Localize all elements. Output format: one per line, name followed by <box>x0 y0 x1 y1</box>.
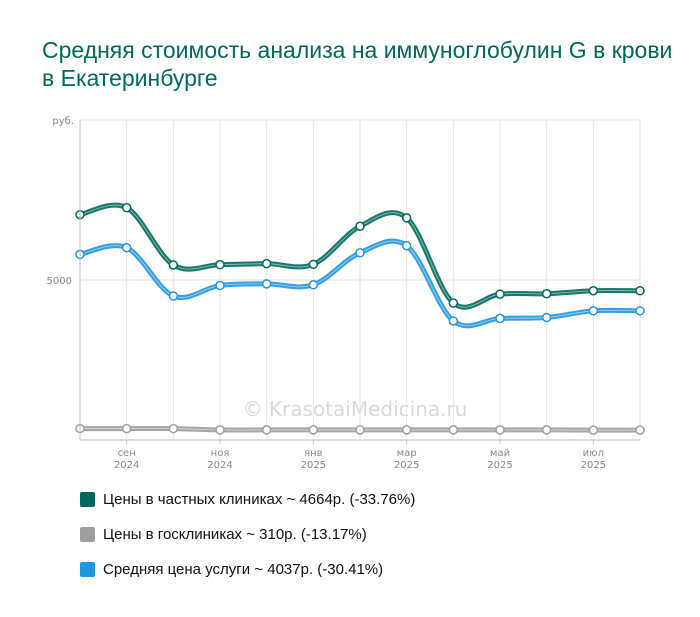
x-tick-label-year: 2024 <box>114 460 139 471</box>
data-point-private <box>635 286 645 296</box>
line-chart: © KrasotaiMedicina.ru руб.5000сен2024ноя… <box>47 116 645 471</box>
watermark: © KrasotaiMedicina.ru <box>243 397 468 421</box>
legend-item-private[interactable]: Цены в частных клиниках ~ 4664р. (-33.76… <box>80 482 415 517</box>
data-point-average <box>215 280 225 291</box>
legend-swatch-public <box>80 527 95 542</box>
chart-grid <box>79 119 641 440</box>
data-point-average <box>355 248 365 258</box>
data-point-public <box>168 423 179 434</box>
data-point-public <box>588 425 599 435</box>
data-point-average <box>541 312 552 323</box>
data-point-private <box>168 260 179 270</box>
data-point-private <box>495 289 505 299</box>
x-tick-label-year: 2025 <box>487 460 512 471</box>
y-tick-label: 5000 <box>47 276 72 287</box>
data-point-average <box>308 280 319 290</box>
chart-title: Средняя стоимость анализа на иммуноглобу… <box>42 37 673 91</box>
data-point-average <box>588 306 599 316</box>
data-point-average <box>635 306 645 316</box>
data-point-private <box>588 286 599 296</box>
x-tick-label-year: 2025 <box>394 460 419 471</box>
data-point-average <box>261 279 272 289</box>
x-tick-label-month: июл <box>583 448 604 459</box>
data-point-public <box>355 425 365 435</box>
data-point-public <box>541 425 552 435</box>
data-point-private <box>261 258 272 269</box>
data-point-public <box>495 425 505 435</box>
legend-swatch-average <box>80 562 95 577</box>
data-point-public <box>121 423 132 434</box>
x-tick-label-month: мар <box>397 448 417 459</box>
legend-swatch-private <box>80 492 95 507</box>
x-tick-label-month: ноя <box>211 448 230 459</box>
legend-label-private: Цены в частных клиниках ~ 4664р. (-33.76… <box>103 491 416 508</box>
series-layer <box>75 202 645 435</box>
data-point-average <box>495 313 505 324</box>
data-point-average <box>448 316 459 326</box>
data-point-private <box>541 289 552 299</box>
data-point-private <box>448 298 459 308</box>
data-point-average <box>168 291 179 301</box>
y-unit-label: руб. <box>52 116 74 127</box>
legend-label-public: Цены в госклиниках ~ 310р. (-13.17%) <box>103 526 367 543</box>
x-tick-label-month: сен <box>118 448 136 459</box>
data-point-private <box>215 259 225 270</box>
x-tick-label-month: май <box>490 448 510 459</box>
data-point-private <box>355 221 365 231</box>
data-point-public <box>401 425 412 435</box>
legend-item-public[interactable]: Цены в госклиниках ~ 310р. (-13.17%) <box>80 517 415 552</box>
data-point-private <box>401 213 412 223</box>
x-tick-label-year: 2024 <box>207 460 232 471</box>
data-point-private <box>308 259 319 270</box>
legend: Цены в частных клиниках ~ 4664р. (-33.76… <box>80 482 415 587</box>
data-point-public <box>308 425 319 435</box>
data-point-public <box>215 425 225 435</box>
x-tick-label-year: 2025 <box>301 460 326 471</box>
x-tick-label-year: 2025 <box>581 460 606 471</box>
x-tick-label-month: янв <box>304 448 323 459</box>
data-point-public <box>635 425 645 435</box>
data-point-private <box>121 202 132 213</box>
data-point-average <box>401 241 412 251</box>
data-point-public <box>261 425 272 435</box>
legend-label-average: Средняя цена услуги ~ 4037р. (-30.41%) <box>103 561 384 578</box>
data-point-public <box>448 425 459 435</box>
axis-layer: руб.5000сен2024ноя2024янв2025мар2025май2… <box>47 116 640 471</box>
legend-item-average[interactable]: Средняя цена услуги ~ 4037р. (-30.41%) <box>80 552 415 587</box>
data-point-average <box>121 242 132 253</box>
